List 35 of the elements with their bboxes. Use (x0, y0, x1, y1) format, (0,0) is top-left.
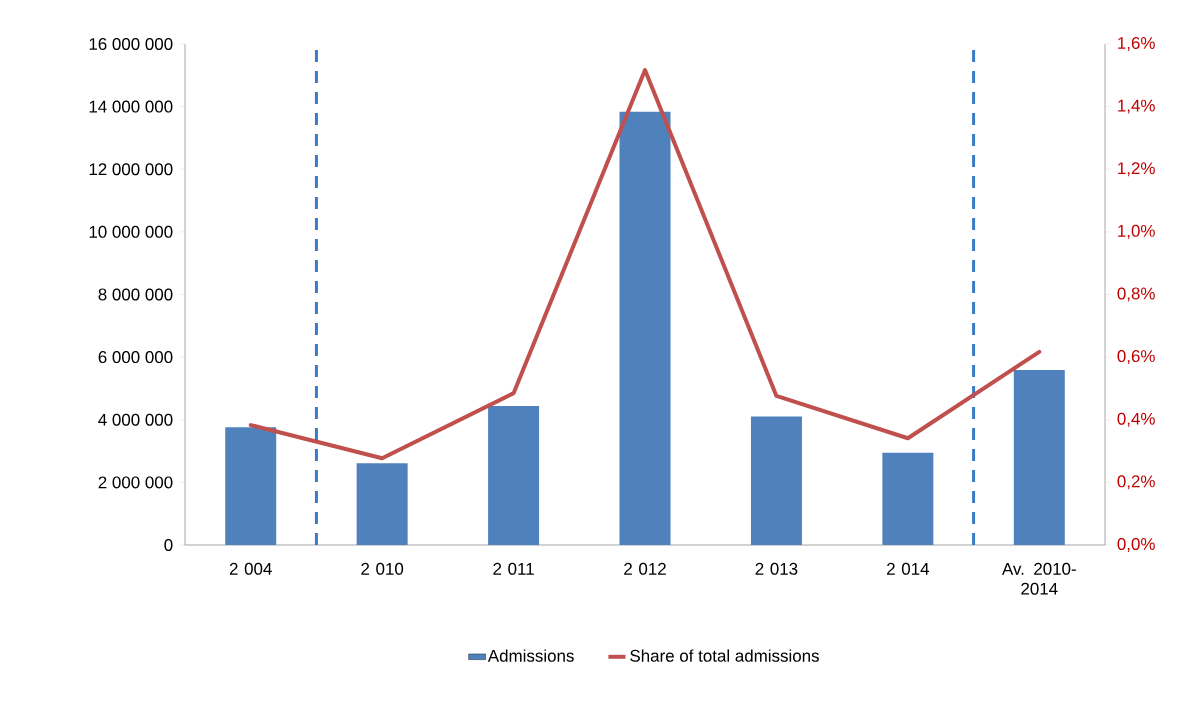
bar (488, 405, 540, 545)
y-tick-label: 0 (164, 539, 173, 551)
y-tick-label: 6 000 000 (98, 351, 173, 364)
bar (225, 427, 277, 545)
x-tick-label: 2 010 (361, 562, 404, 575)
y2-tick-label: 0,4% (1117, 412, 1155, 427)
x-tick-label: Av. 2010-2014 (1001, 562, 1076, 595)
y-tick-label: 14 000 000 (89, 100, 173, 113)
bar (750, 416, 802, 545)
y2-tick-label: 0,2% (1117, 475, 1155, 490)
y-tick-label: 12 000 000 (89, 163, 173, 176)
bar (356, 463, 408, 545)
y2-tick-label: 0,0% (1117, 538, 1155, 552)
bar (1013, 369, 1065, 545)
x-tick-label: 2 012 (624, 562, 666, 575)
y-tick-label: 4 000 000 (98, 413, 173, 426)
x-tick-label: 2 014 (887, 562, 930, 575)
y-tick-label: 10 000 000 (89, 225, 173, 238)
y2-tick-label: 1,4% (1118, 99, 1155, 114)
y-tick-label: 8 000 000 (98, 288, 173, 301)
y2-tick-label: 0,8% (1117, 287, 1155, 302)
bar (619, 111, 671, 545)
y2-tick-label: 1,0% (1118, 224, 1155, 239)
y-tick-label: 16 000 000 (89, 38, 173, 50)
x-tick-label: 2 013 (755, 562, 798, 575)
y2-tick-label: 1,6% (1118, 36, 1155, 51)
y2-tick-label: 0,6% (1117, 350, 1155, 365)
x-tick-label: 2 004 (229, 562, 272, 575)
bar (882, 452, 934, 545)
legend-label: Admissions (487, 649, 574, 662)
y-tick-label: 2 000 000 (98, 476, 173, 489)
y2-tick-label: 1,2% (1118, 162, 1155, 177)
legend-label: Share of total admissions (630, 649, 819, 662)
line-series (248, 67, 1042, 461)
x-tick-label: 2 011 (493, 562, 534, 575)
